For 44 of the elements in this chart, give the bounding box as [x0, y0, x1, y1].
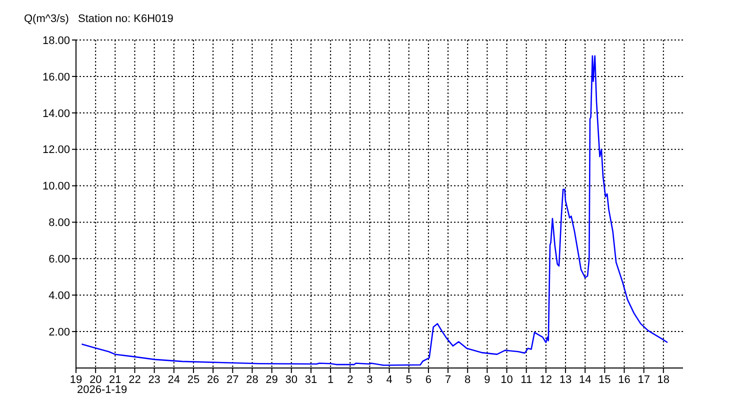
x-tick-label: 2: [347, 374, 354, 386]
x-tick-label: 27: [226, 374, 239, 386]
y-tick-label: 4.00: [48, 290, 70, 302]
y-tick-label: 2.00: [48, 326, 70, 338]
x-tick-label: 24: [168, 374, 180, 386]
x-tick-label: 14: [578, 374, 592, 386]
x-tick-label: 3: [366, 374, 373, 386]
x-tick-label: 8: [464, 374, 471, 386]
y-tick-label: 12.00: [42, 144, 70, 156]
x-tick-label: 7: [444, 374, 452, 386]
x-tick-label: 21: [109, 374, 122, 386]
x-tick-label: 26: [206, 374, 220, 386]
x-tick-label: 29: [266, 374, 278, 386]
x-tick-label: 30: [285, 374, 298, 386]
line-series: [81, 55, 668, 366]
x-tick-label: 13: [559, 374, 572, 386]
y-tick-label: 16.00: [42, 71, 70, 84]
x-tick-label: 9: [484, 374, 490, 386]
x-tick-label: 31: [304, 374, 318, 386]
x-tick-label: 22: [128, 374, 141, 386]
y-tick-label: 10.00: [42, 180, 70, 193]
text: 2026-1-19: [77, 384, 128, 396]
x-tick-label: 4: [386, 374, 392, 386]
x-tick-label: 12: [540, 374, 552, 386]
y-tick-label: 14.00: [42, 108, 70, 120]
x-tick-label: 20: [89, 374, 102, 386]
y-tick-label: 18.00: [42, 34, 70, 47]
x-tick-label: 18: [657, 374, 670, 386]
x-tick-label: 15: [598, 374, 611, 386]
x-tick-label: 17: [638, 374, 650, 386]
y-tick-label: 8.00: [48, 217, 70, 230]
x-tick-label: 25: [187, 374, 200, 386]
x-tick-label: 28: [246, 374, 258, 386]
x-tick-label: 6: [425, 374, 432, 386]
x-tick-label: 5: [406, 374, 412, 386]
y-tick-label: 6.00: [48, 254, 70, 266]
x-tick-label: 16: [618, 374, 630, 386]
y-axis-title: Q(m^3/s): [24, 13, 69, 25]
x-tick-label: 11: [520, 374, 532, 386]
x-tick-label: 19: [70, 374, 82, 386]
chart-title: Station no: K6H019: [78, 13, 174, 25]
x-tick-label: 23: [148, 374, 160, 386]
x-tick-label: 10: [500, 374, 513, 386]
x-tick-label: 1: [327, 374, 334, 386]
